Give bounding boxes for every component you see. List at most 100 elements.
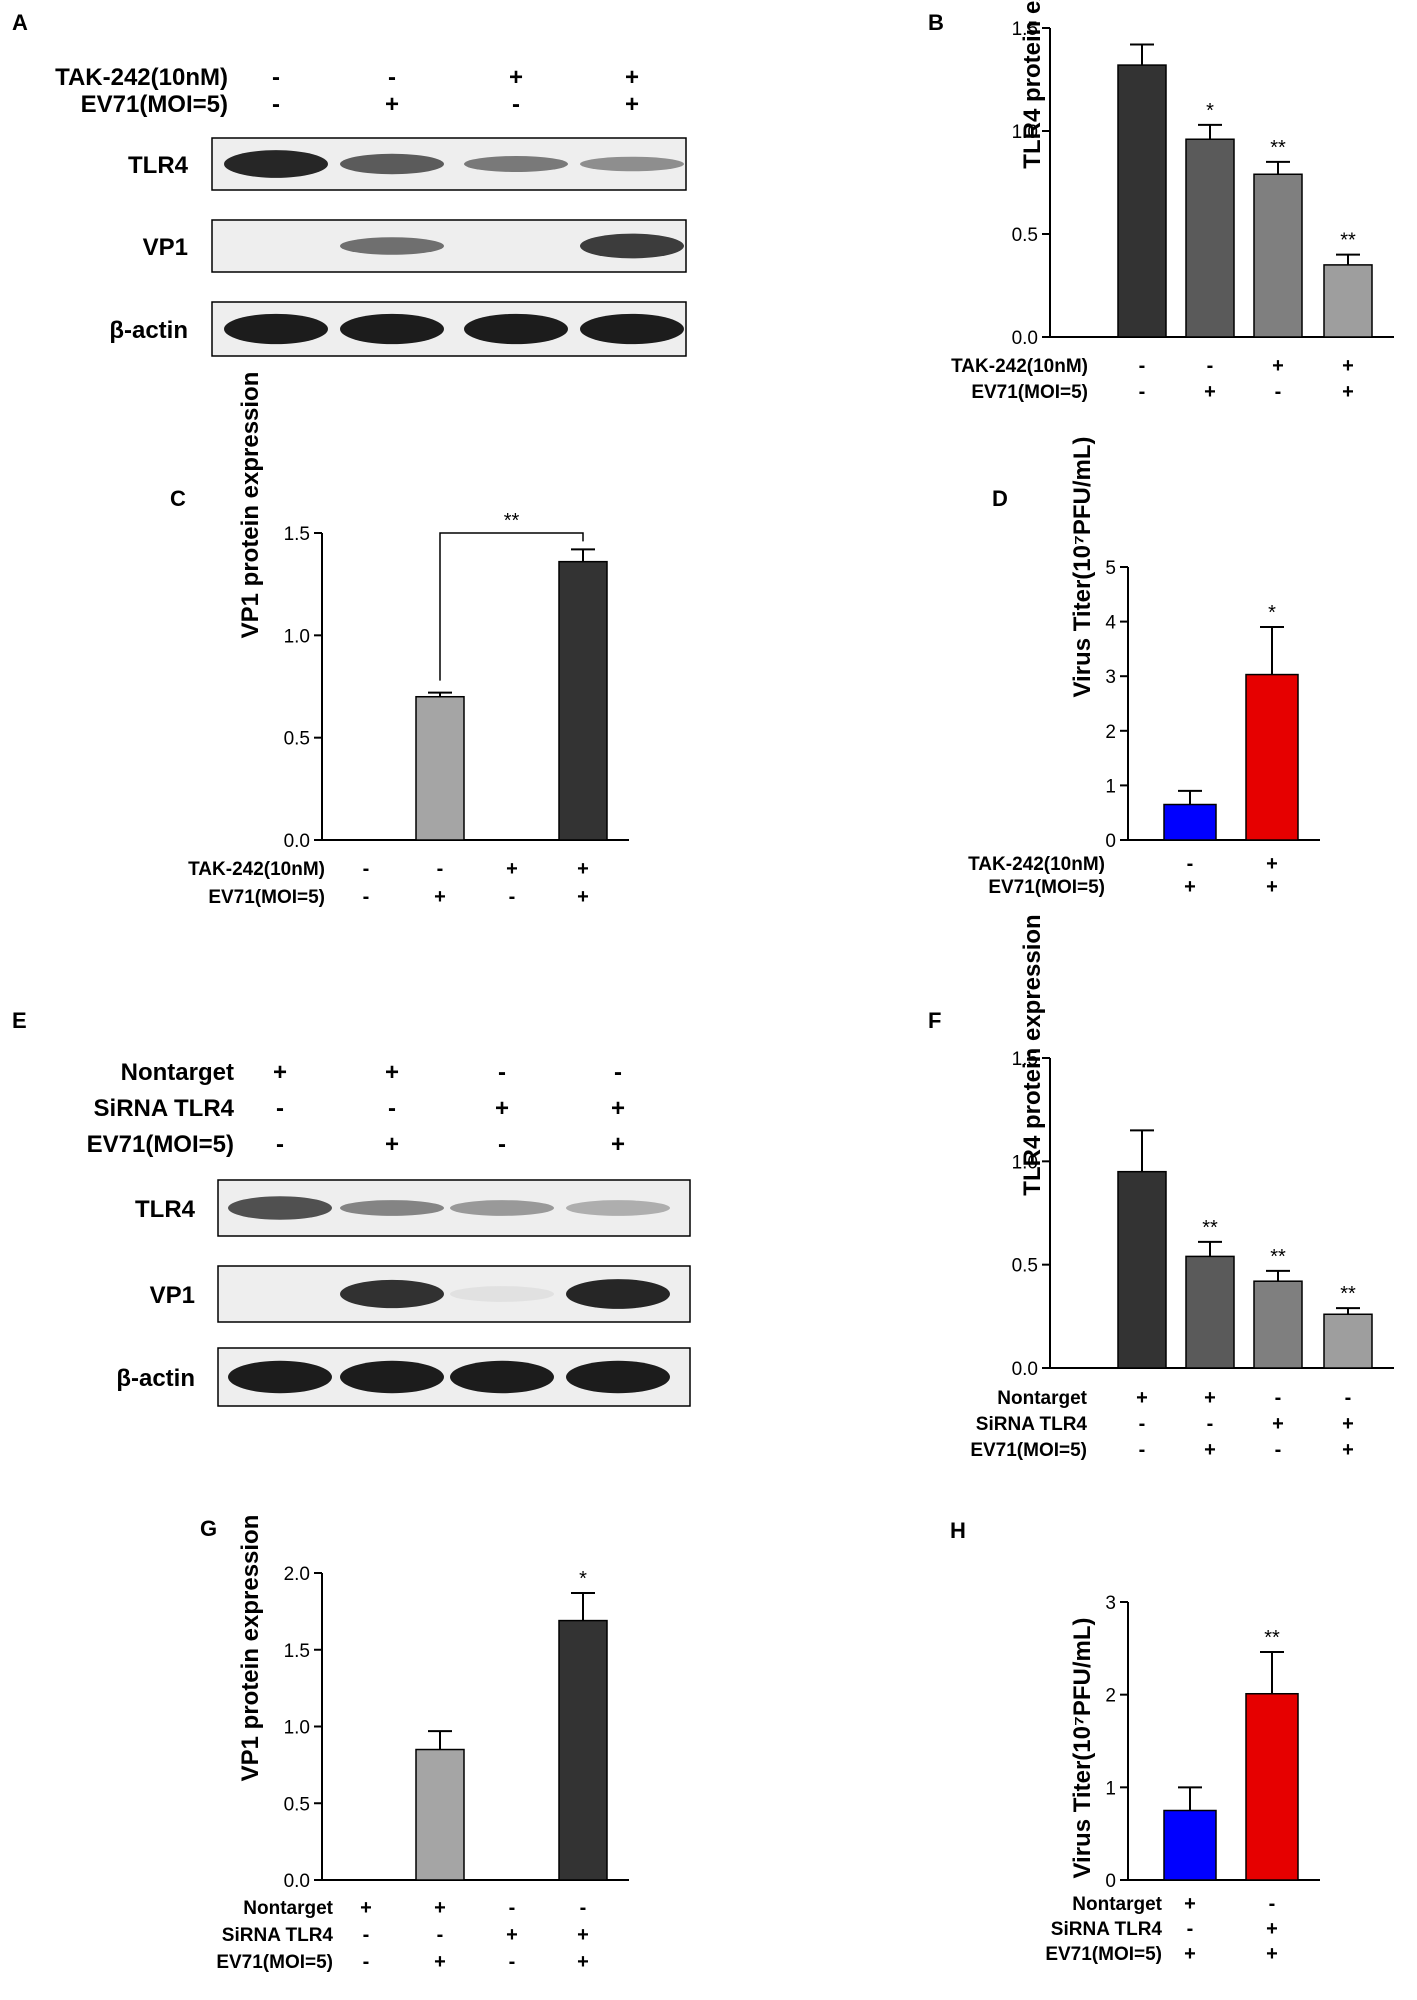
- condition-sign: -: [498, 1059, 506, 1086]
- condition-sign: +: [1204, 1439, 1216, 1461]
- bar: [1253, 1280, 1303, 1369]
- condition-sign: +: [1184, 1893, 1196, 1915]
- condition-label: SiRNA TLR4: [1051, 1919, 1163, 1940]
- blot-band: [464, 313, 568, 345]
- significance-marker: **: [1270, 1246, 1286, 1268]
- condition-sign: -: [498, 1131, 506, 1158]
- y-tick-label: 2: [1105, 722, 1116, 743]
- condition-label: EV71(MOI=5): [971, 382, 1088, 403]
- bar: [1253, 173, 1303, 338]
- blot-band: [340, 313, 444, 345]
- bar: [1323, 1313, 1373, 1369]
- condition-label: EV71(MOI=5): [1045, 1944, 1162, 1965]
- condition-sign: -: [509, 1951, 516, 1973]
- panel-letter: A: [12, 10, 28, 35]
- y-tick-label: 0: [1105, 831, 1116, 852]
- y-tick-label: 1.0: [1012, 1152, 1038, 1173]
- significance-marker: *: [579, 1568, 587, 1590]
- blot-band: [340, 1200, 444, 1216]
- condition-sign: +: [360, 1897, 372, 1919]
- condition-label: EV71(MOI=5): [208, 887, 325, 908]
- significance-marker: **: [1264, 1627, 1280, 1649]
- y-axis-label: TLR4 protein expression: [1019, 0, 1046, 169]
- condition-sign: -: [580, 1897, 587, 1919]
- blot-band: [580, 156, 684, 172]
- chart-panel-g: G VP1 protein expression 0.0 0.5 1.0 1.5 2.0 * N…: [200, 1515, 629, 1973]
- blot-band: [340, 237, 444, 255]
- panel-letter: E: [12, 1008, 27, 1033]
- y-tick-label: 0.0: [1012, 328, 1038, 349]
- condition-sign: +: [625, 91, 639, 118]
- significance-marker: **: [1340, 1283, 1356, 1305]
- condition-sign: -: [1275, 1439, 1282, 1461]
- condition-sign: -: [276, 1095, 284, 1122]
- blot-band: [224, 150, 328, 178]
- condition-sign: -: [1345, 1387, 1352, 1409]
- panel-letter: C: [170, 486, 186, 511]
- condition-label: Nontarget: [1072, 1894, 1162, 1915]
- condition-label: TAK-242(10nM): [188, 859, 325, 880]
- blot-row-label: β-actin: [109, 317, 188, 344]
- condition-sign: +: [577, 886, 589, 908]
- y-tick-label: 1.0: [284, 1718, 310, 1739]
- condition-sign: +: [506, 1924, 518, 1946]
- y-axis-label: VP1 protein expression: [237, 1515, 264, 1782]
- blot-band: [450, 1286, 554, 1302]
- y-tick-label: 0.5: [1012, 225, 1038, 246]
- y-tick-label: 2: [1105, 1686, 1116, 1707]
- condition-sign: +: [1266, 876, 1278, 898]
- bar: [1185, 138, 1235, 338]
- y-tick-label: 1.5: [1012, 1049, 1038, 1070]
- condition-sign: +: [385, 1131, 399, 1158]
- y-axis-label: Virus Titer(10⁷PFU/mL): [1069, 1617, 1096, 1878]
- y-tick-label: 1.5: [1012, 19, 1038, 40]
- y-tick-label: 1.5: [284, 524, 310, 545]
- condition-label: TAK-242(10nM): [968, 854, 1105, 875]
- condition-label: EV71(MOI=5): [216, 1952, 333, 1973]
- blot-band: [340, 1360, 444, 1394]
- condition-sign: -: [437, 858, 444, 880]
- y-axis-label: TLR4 protein expression: [1019, 914, 1046, 1195]
- panel-letter: B: [928, 10, 944, 35]
- condition-sign: -: [388, 64, 396, 91]
- condition-sign: -: [1269, 1893, 1276, 1915]
- y-axis-label: Virus Titer(10⁷PFU/mL): [1069, 436, 1096, 697]
- condition-sign: -: [1139, 381, 1146, 403]
- condition-label: EV71(MOI=5): [988, 877, 1105, 898]
- condition-sign: +: [1184, 1943, 1196, 1965]
- condition-sign: +: [495, 1095, 509, 1122]
- panel-letter: H: [950, 1518, 966, 1543]
- panel-letter: D: [992, 486, 1008, 511]
- condition-sign: +: [1266, 1943, 1278, 1965]
- condition-label: TAK-242(10nM): [55, 64, 228, 91]
- condition-sign: +: [273, 1059, 287, 1086]
- y-tick-label: 4: [1105, 613, 1116, 634]
- y-tick-label: 3: [1105, 1593, 1116, 1614]
- bar: [1163, 1809, 1217, 1881]
- chart-panel-f: F TLR4 protein expression 0.0 0.5 1.0 1.5 ** **…: [928, 914, 1394, 1461]
- condition-sign: -: [1207, 355, 1214, 377]
- condition-sign: -: [272, 91, 280, 118]
- bar: [1323, 264, 1373, 338]
- condition-label: Nontarget: [243, 1898, 333, 1919]
- blot-band: [228, 1196, 332, 1220]
- y-tick-label: 0.0: [284, 831, 310, 852]
- condition-sign: +: [1272, 1413, 1284, 1435]
- bar: [1185, 1255, 1235, 1369]
- condition-sign: -: [1275, 381, 1282, 403]
- blot-row-label: VP1: [150, 1282, 195, 1309]
- blot-row-label: VP1: [143, 234, 188, 261]
- bar: [558, 560, 608, 841]
- condition-sign: +: [1204, 381, 1216, 403]
- panel-letter: G: [200, 1516, 217, 1541]
- y-tick-label: 1.5: [284, 1641, 310, 1662]
- condition-sign: -: [1187, 1918, 1194, 1940]
- condition-sign: -: [363, 858, 370, 880]
- condition-label: EV71(MOI=5): [81, 91, 228, 118]
- bar: [1245, 1692, 1299, 1881]
- significance-marker: **: [1202, 1217, 1218, 1239]
- condition-sign: +: [434, 1897, 446, 1919]
- condition-sign: -: [1207, 1413, 1214, 1435]
- chart-panel-h: H Virus Titer(10⁷PFU/mL) 0 1 2 3 ** Nontarget + -…: [950, 1518, 1320, 1965]
